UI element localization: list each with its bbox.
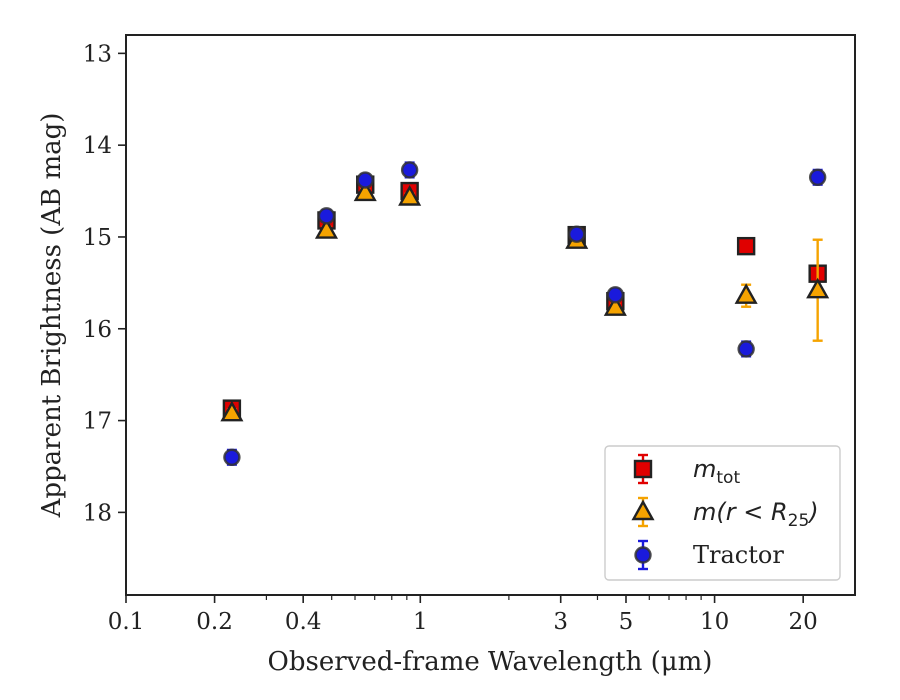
series-mtot — [222, 175, 827, 418]
data-point-tractor — [568, 225, 586, 243]
legend-marker-mr25 — [631, 499, 655, 521]
legend-label-sub: 25 — [788, 511, 810, 531]
legend-label-end: ) — [807, 498, 818, 526]
x-tick-label: 1 — [413, 609, 428, 635]
legend-frame — [604, 445, 841, 581]
data-point-tractor — [808, 168, 827, 186]
legend-marker-tractor — [634, 546, 652, 564]
y-tick-label: 15 — [83, 225, 112, 251]
x-tick-label: 0.1 — [108, 609, 145, 635]
legend-label-tractor: Tractor — [693, 541, 784, 569]
data-point-tractor — [737, 340, 755, 358]
x-tick-label: 0.2 — [196, 609, 233, 635]
y-tick-label: 18 — [83, 500, 112, 526]
data-points-layer — [220, 161, 830, 466]
data-point-tractor — [400, 161, 419, 179]
data-point-mr25 — [220, 400, 244, 422]
x-tick-label: 20 — [789, 609, 818, 635]
data-point-tractor — [356, 171, 374, 189]
x-axis-label: Observed-frame Wavelength (μm) — [268, 647, 713, 677]
legend-label-sub: tot — [716, 468, 740, 488]
x-tick-label: 3 — [553, 609, 568, 635]
legend-label-mr25: m(r < R25) — [693, 498, 819, 531]
data-point-mr25 — [806, 277, 830, 299]
data-point-mr25 — [353, 180, 377, 202]
data-point-tractor — [606, 286, 625, 304]
legend: mtot m(r < R25) Tractor — [604, 445, 841, 581]
data-point-mtot — [736, 236, 756, 256]
plot-frame — [125, 34, 856, 596]
legend-label-main: m — [693, 455, 716, 483]
y-tick-label: 14 — [83, 133, 112, 159]
data-point-tractor — [223, 448, 241, 466]
data-point-tractor — [317, 207, 336, 225]
data-point-mr25 — [734, 283, 758, 304]
x-tick-label: 0.4 — [285, 609, 322, 635]
legend-marker-mtot — [633, 459, 653, 479]
data-point-mr25 — [314, 218, 339, 239]
y-tick-label: 17 — [83, 409, 112, 435]
y-axis-label: Apparent Brightness (AB mag) — [37, 113, 67, 519]
y-tick-label: 13 — [83, 41, 112, 67]
data-point-mr25 — [603, 295, 627, 316]
legend-label-mtot: mtot — [693, 455, 740, 488]
legend-label-main: m(r < R — [693, 498, 788, 526]
series-tractor — [223, 161, 827, 466]
data-point-mr25 — [398, 185, 422, 206]
x-tick-label: 10 — [700, 609, 729, 635]
series-mr25 — [220, 180, 830, 422]
x-tick-label: 5 — [619, 609, 634, 635]
y-tick-label: 16 — [83, 317, 112, 343]
